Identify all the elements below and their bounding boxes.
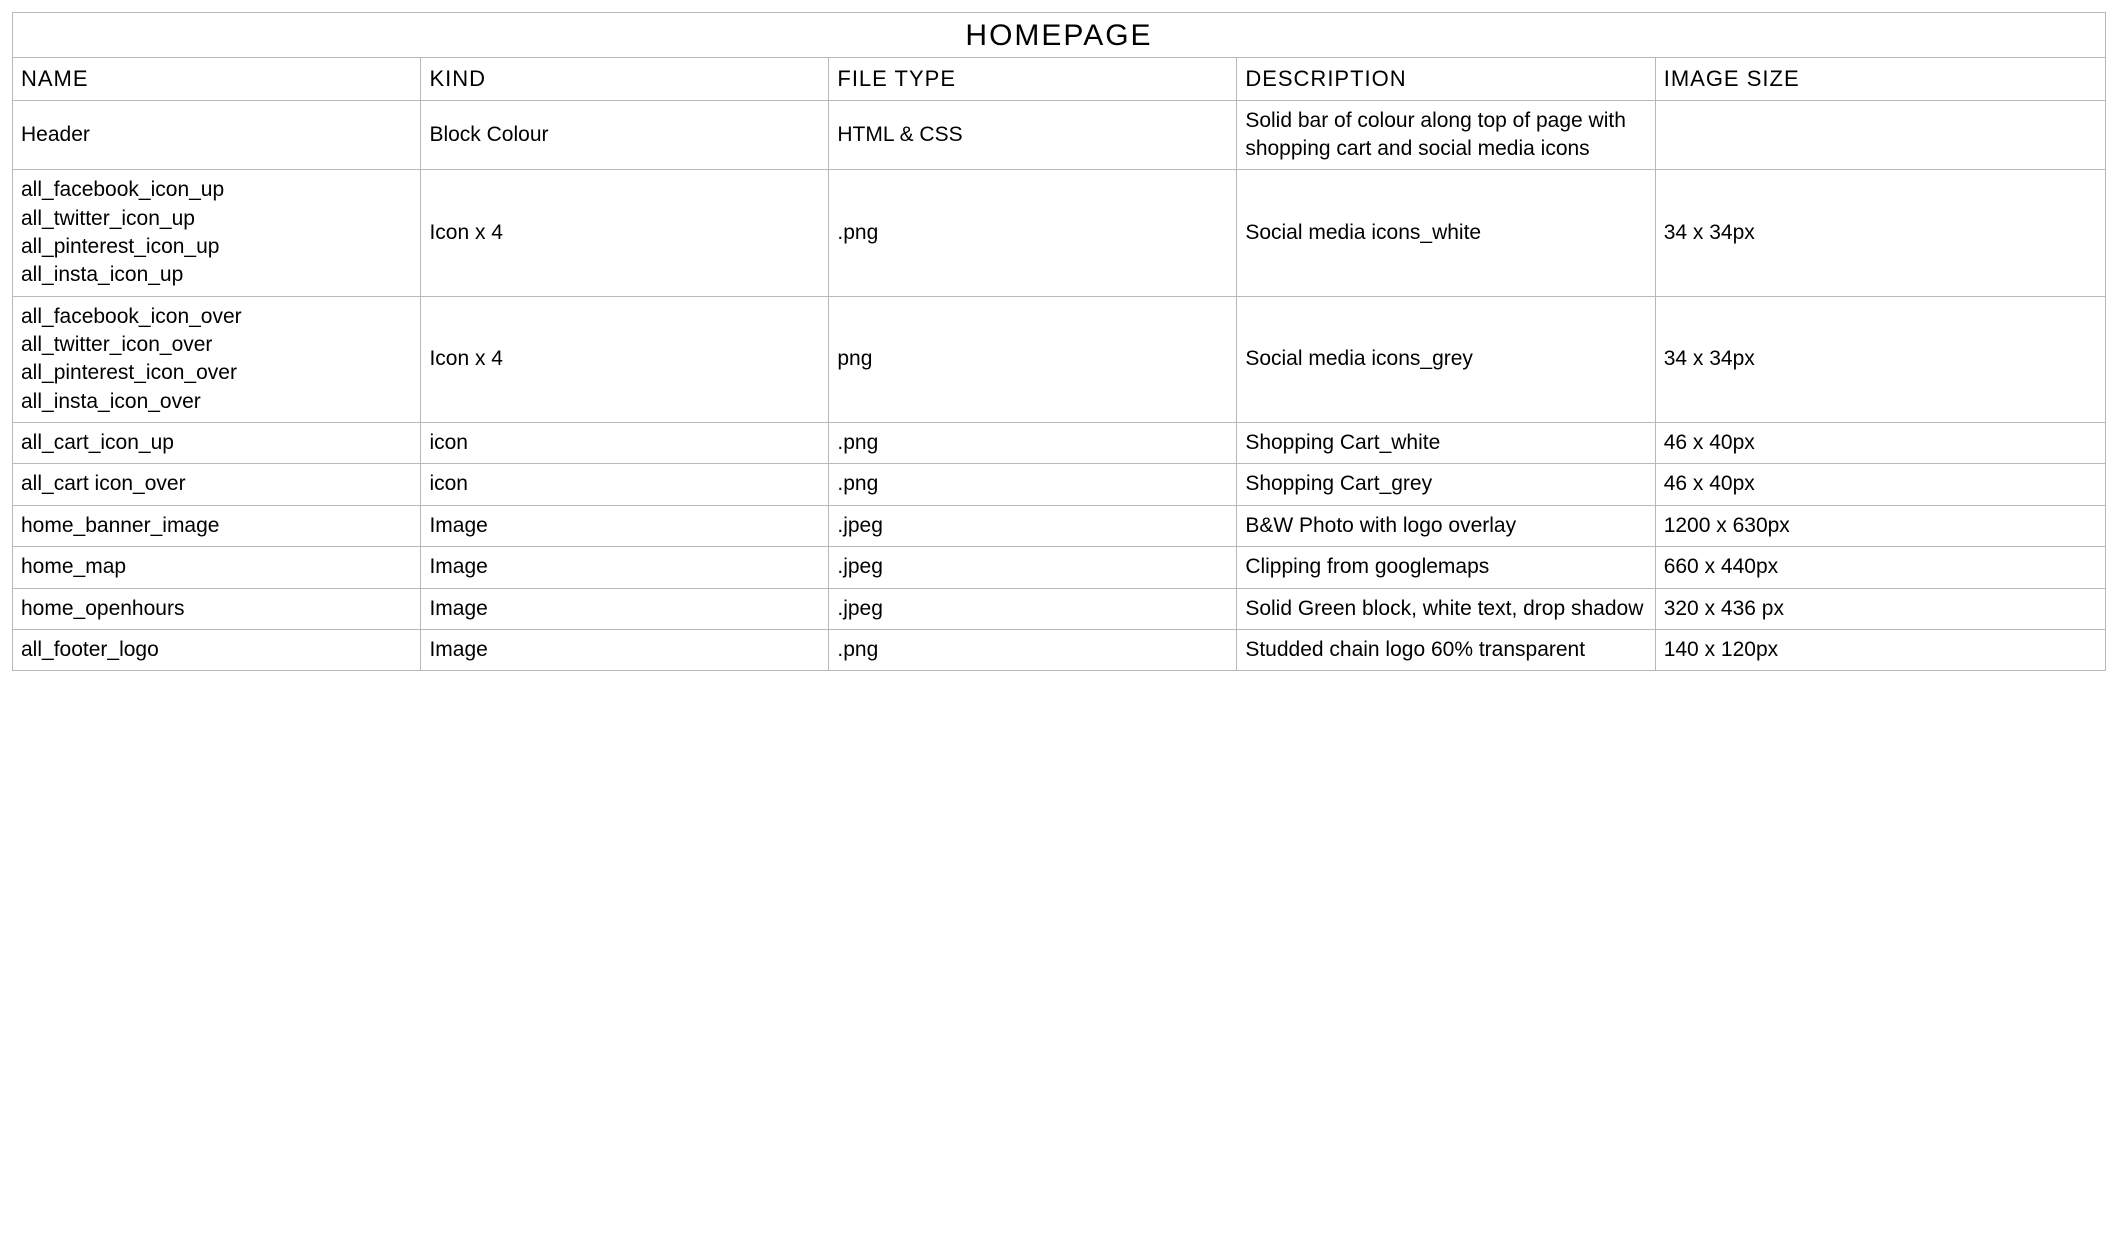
cell-description: Solid Green block, white text, drop shad…: [1237, 588, 1655, 629]
table-row: all_facebook_icon_over all_twitter_icon_…: [13, 296, 2105, 422]
cell-description: Social media icons_grey: [1237, 296, 1655, 422]
cell-name: Header: [13, 100, 421, 170]
cell-filetype: .png: [829, 170, 1237, 296]
cell-name: home_map: [13, 547, 421, 588]
cell-description: B&W Photo with logo overlay: [1237, 505, 1655, 546]
cell-imagesize: 140 x 120px: [1655, 629, 2105, 670]
col-header-imagesize: IMAGE SIZE: [1655, 58, 2105, 100]
cell-name: all_cart icon_over: [13, 464, 421, 505]
cell-kind: Block Colour: [421, 100, 829, 170]
header-row: NAME KIND FILE TYPE DESCRIPTION IMAGE SI…: [13, 58, 2105, 100]
cell-name: home_banner_image: [13, 505, 421, 546]
cell-kind: Image: [421, 505, 829, 546]
col-header-kind: KIND: [421, 58, 829, 100]
table-row: all_footer_logoImage.pngStudded chain lo…: [13, 629, 2105, 670]
table-title: HOMEPAGE: [13, 13, 2105, 58]
cell-description: Studded chain logo 60% transparent: [1237, 629, 1655, 670]
col-header-description: DESCRIPTION: [1237, 58, 1655, 100]
asset-table: NAME KIND FILE TYPE DESCRIPTION IMAGE SI…: [13, 58, 2105, 670]
cell-description: Shopping Cart_grey: [1237, 464, 1655, 505]
cell-kind: Icon x 4: [421, 170, 829, 296]
cell-imagesize: [1655, 100, 2105, 170]
cell-filetype: HTML & CSS: [829, 100, 1237, 170]
cell-name: all_facebook_icon_over all_twitter_icon_…: [13, 296, 421, 422]
cell-imagesize: 660 x 440px: [1655, 547, 2105, 588]
cell-kind: Icon x 4: [421, 296, 829, 422]
cell-imagesize: 46 x 40px: [1655, 423, 2105, 464]
cell-imagesize: 46 x 40px: [1655, 464, 2105, 505]
cell-kind: icon: [421, 423, 829, 464]
cell-imagesize: 1200 x 630px: [1655, 505, 2105, 546]
cell-imagesize: 320 x 436 px: [1655, 588, 2105, 629]
cell-imagesize: 34 x 34px: [1655, 170, 2105, 296]
table-row: home_openhoursImage.jpegSolid Green bloc…: [13, 588, 2105, 629]
cell-kind: Image: [421, 547, 829, 588]
cell-kind: Image: [421, 588, 829, 629]
col-header-filetype: FILE TYPE: [829, 58, 1237, 100]
cell-filetype: .png: [829, 629, 1237, 670]
cell-name: all_facebook_icon_up all_twitter_icon_up…: [13, 170, 421, 296]
cell-imagesize: 34 x 34px: [1655, 296, 2105, 422]
cell-description: Solid bar of colour along top of page wi…: [1237, 100, 1655, 170]
table-body: HeaderBlock ColourHTML & CSSSolid bar of…: [13, 100, 2105, 670]
cell-name: all_footer_logo: [13, 629, 421, 670]
cell-kind: Image: [421, 629, 829, 670]
table-row: all_cart_icon_upicon.pngShopping Cart_wh…: [13, 423, 2105, 464]
cell-filetype: .png: [829, 464, 1237, 505]
table-row: home_banner_imageImage.jpegB&W Photo wit…: [13, 505, 2105, 546]
cell-filetype: png: [829, 296, 1237, 422]
cell-filetype: .jpeg: [829, 588, 1237, 629]
cell-description: Clipping from googlemaps: [1237, 547, 1655, 588]
cell-kind: icon: [421, 464, 829, 505]
cell-description: Social media icons_white: [1237, 170, 1655, 296]
cell-filetype: .png: [829, 423, 1237, 464]
table-row: HeaderBlock ColourHTML & CSSSolid bar of…: [13, 100, 2105, 170]
table-row: all_cart icon_overicon.pngShopping Cart_…: [13, 464, 2105, 505]
cell-filetype: .jpeg: [829, 547, 1237, 588]
table-row: home_mapImage.jpegClipping from googlema…: [13, 547, 2105, 588]
cell-description: Shopping Cart_white: [1237, 423, 1655, 464]
cell-name: all_cart_icon_up: [13, 423, 421, 464]
col-header-name: NAME: [13, 58, 421, 100]
cell-name: home_openhours: [13, 588, 421, 629]
asset-spec-table: HOMEPAGE NAME KIND FILE TYPE DESCRIPTION…: [12, 12, 2106, 671]
cell-filetype: .jpeg: [829, 505, 1237, 546]
table-row: all_facebook_icon_up all_twitter_icon_up…: [13, 170, 2105, 296]
